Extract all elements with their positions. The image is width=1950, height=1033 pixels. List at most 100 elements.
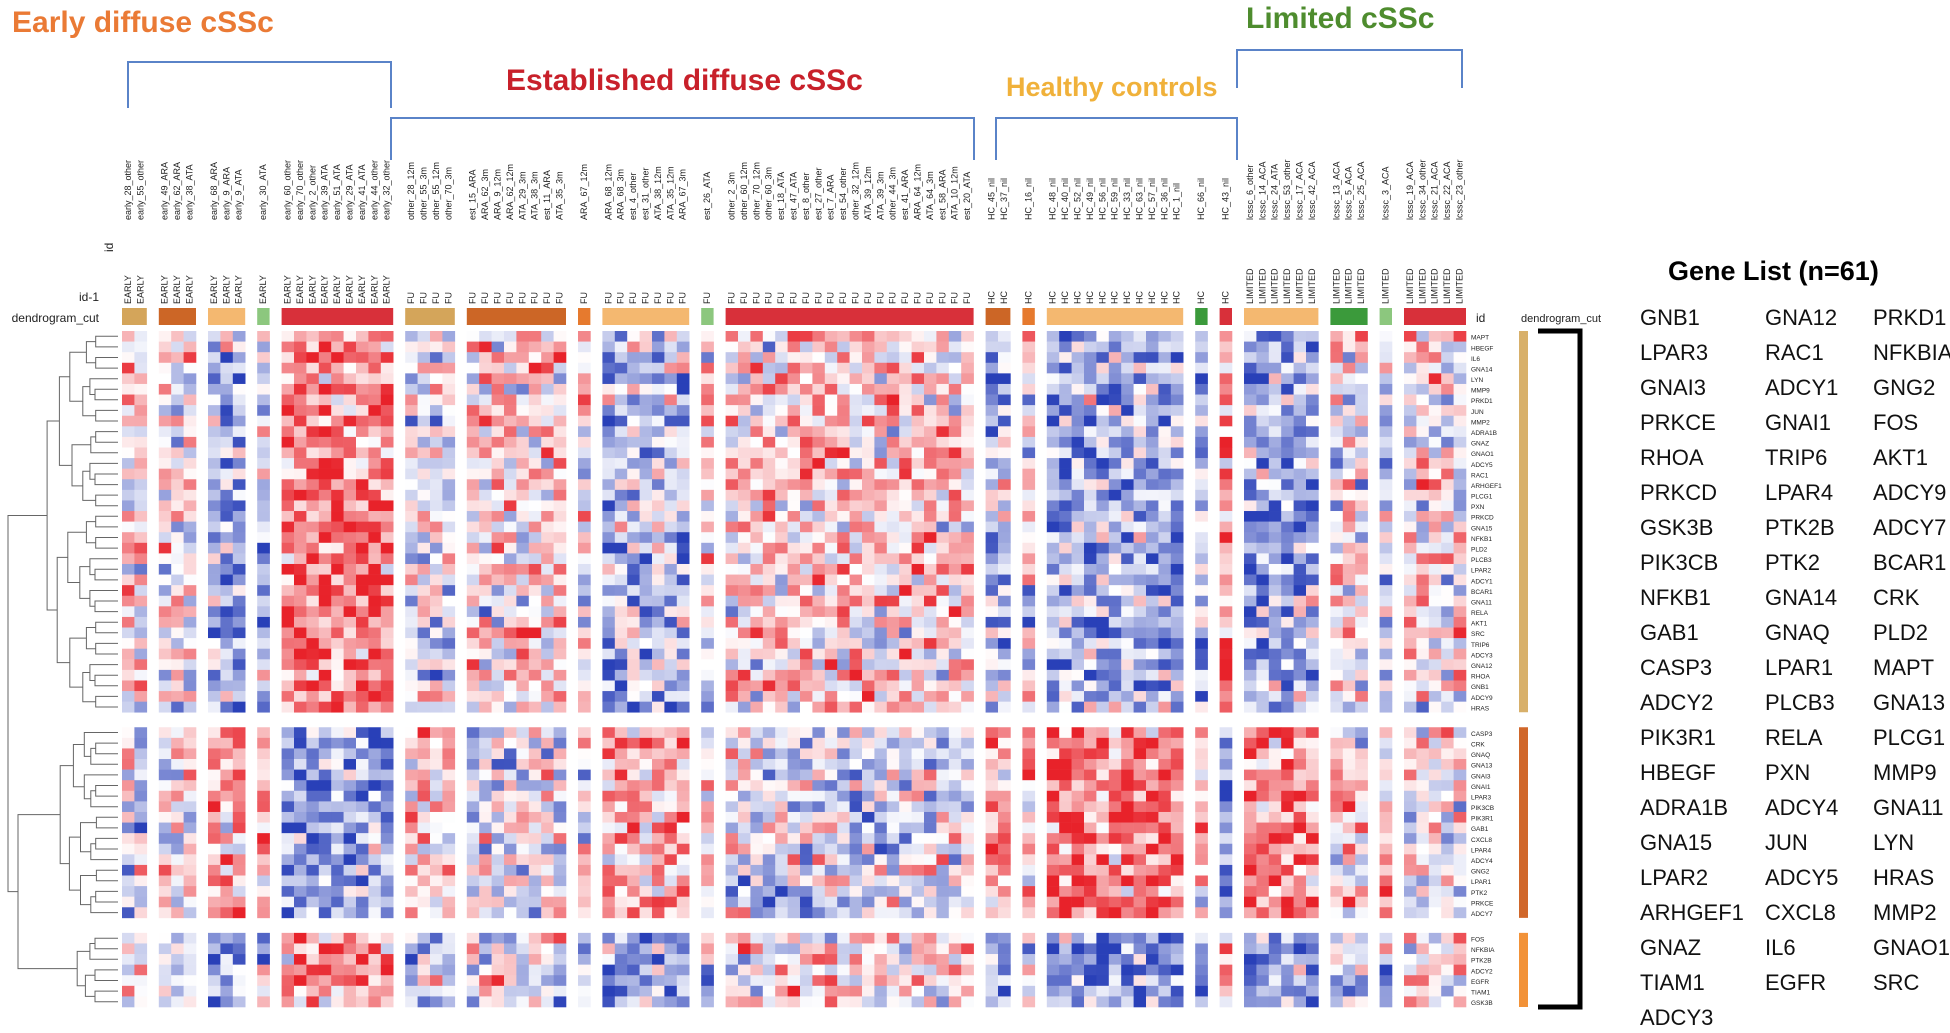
heatmap-cell [1441,727,1454,739]
heatmap-cell [1379,394,1393,406]
heatmap-cell [1379,801,1393,813]
heatmap-cell [516,896,530,908]
heatmap-cell [220,896,234,908]
heatmap-cell [874,352,888,364]
heatmap-cell [134,521,148,533]
heatmap-cell [1133,479,1147,491]
heatmap-cell [1379,748,1393,760]
heatmap-cell [824,669,838,681]
heatmap-cell [479,811,492,823]
heatmap-cell [578,606,591,618]
heatmap-cell [824,500,838,512]
heatmap-cell [405,627,418,639]
heatmap-cell [1416,659,1430,671]
heatmap-cell [961,854,974,866]
heatmap-cell [1084,886,1097,897]
heatmap-cell [1441,532,1454,544]
heatmap-cell [886,659,900,671]
heatmap-cell [318,341,332,353]
heatmap-cell [232,489,246,501]
heatmap-cell [466,801,480,813]
heatmap-cell [356,532,369,544]
heatmap-cell [553,907,567,919]
heatmap-cell [122,780,135,792]
heatmap-cell [1342,352,1356,364]
heatmap-cell [368,669,382,681]
heatmap-cell [874,691,888,702]
heatmap-cell [614,691,628,702]
heatmap-cell [1342,616,1356,628]
heatmap-cell [1404,574,1417,586]
heatmap-cell [738,553,751,565]
heatmap-cell [1059,822,1072,834]
heatmap-cell [578,447,591,459]
heatmap-cell [862,638,875,649]
heatmap-cell [158,606,172,618]
heatmap-cell [775,701,788,713]
heatmap-cell [516,511,530,522]
heatmap-cell [405,790,418,802]
heatmap-cell [318,769,332,781]
heatmap-cell [1355,458,1368,469]
heatmap-cell [1108,648,1122,660]
heatmap-cell [1416,595,1430,607]
heatmap-cell [442,854,456,866]
heatmap-cell [725,383,739,395]
heatmap-cell [614,489,628,501]
heatmap-cell [541,341,554,353]
heatmap-cell [158,648,172,660]
heatmap-cell [1453,769,1467,781]
heatmap-cell [1416,500,1430,512]
heatmap-cell [134,886,148,897]
heatmap-cell [614,331,628,342]
heatmap-cell [232,542,246,554]
heatmap-cell [1084,616,1097,628]
heatmap-cell [306,489,320,501]
heatmap-cell [1441,833,1454,845]
heatmap-cell [1355,780,1368,792]
heatmap-cell [862,875,875,887]
heatmap-cell [1293,727,1307,739]
heatmap-cell [430,341,443,353]
heatmap-cell [824,383,838,395]
heatmap-cell [1293,748,1307,760]
heatmap-cell [961,426,974,438]
heatmap-cell [924,886,937,897]
heatmap-cell [627,701,640,713]
heatmap-cell [1281,669,1294,681]
heatmap-cell [775,447,788,459]
heatmap-cell [936,616,950,628]
heatmap-cell [318,574,332,586]
heatmap-cell [1306,727,1319,739]
heatmap-cell [122,574,135,586]
heatmap-cell [134,542,148,554]
heatmap-cell [1195,727,1208,739]
heatmap-cell [1146,574,1159,586]
heatmap-cell [553,691,567,702]
heatmap-cell [738,864,751,876]
heatmap-cell [158,843,172,855]
heatmap-cell [911,436,925,448]
heatmap-cell [479,553,492,565]
heatmap-cell [1330,648,1344,660]
heatmap-cell [1046,854,1060,866]
heatmap-cell [824,843,838,855]
heatmap-cell [541,833,554,845]
heatmap-cell [824,458,838,469]
heatmap-cell [504,341,517,353]
heatmap-cell [1453,932,1467,944]
heatmap-cell [504,574,517,586]
heatmap-cell [541,627,554,639]
heatmap-cell [899,790,912,802]
heatmap-cell [232,669,246,681]
heatmap-cell [1330,886,1344,897]
heatmap-cell [220,932,234,944]
heatmap-cell [1059,769,1072,781]
heatmap-cell [824,854,838,866]
heatmap-cell [1219,811,1233,823]
heatmap-cell [1379,854,1393,866]
heatmap-cell [1281,727,1294,739]
heatmap-cell [257,759,270,770]
heatmap-cell [1108,521,1122,533]
heatmap-cell [1170,886,1184,897]
